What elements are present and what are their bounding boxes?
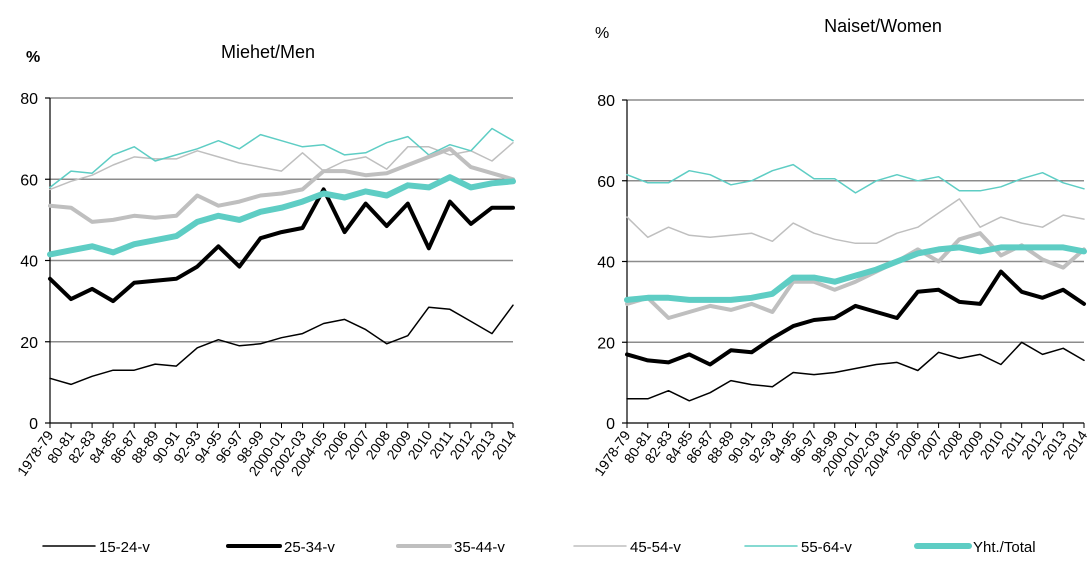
y-tick-label-women: 80 (597, 93, 615, 110)
y-tick-label-men: 20 (20, 335, 38, 352)
series-line-women-25-34-v (625, 269, 1086, 367)
legend-label: 35-44-v (454, 539, 505, 556)
legend: 15-24-v 25-34-v 35-44-v 45-54-v 55-64-v Yht./… (42, 539, 1036, 556)
series-line-women-55-64-v (626, 163, 1085, 194)
y-tick-label-men: 80 (20, 91, 38, 108)
chart-women: % Naiset/Women 0204060801978-7980-8182-8… (591, 16, 1089, 479)
series-line-women-35-44-v (625, 231, 1086, 320)
legend-label: 25-34-v (284, 539, 335, 556)
y-tick-label-men: 40 (20, 254, 38, 271)
y-tick-label-men: 60 (20, 172, 38, 189)
series-line-women-45-54-v (626, 198, 1085, 245)
legend-label: 55-64-v (801, 539, 852, 556)
y-unit-label-women: % (595, 25, 609, 42)
series-line-men-15-24-v (49, 304, 514, 386)
legend-label: Yht./Total (973, 539, 1036, 556)
y-unit-label-men: % (26, 49, 40, 66)
series-line-men-35-44-v (48, 146, 515, 224)
chart-men: % Miehet/Men 0204060801978-7980-8182-838… (14, 42, 520, 479)
series-line-men-45-54-v (49, 141, 514, 191)
chart-title-women: Naiset/Women (824, 16, 942, 36)
legend-label: 45-54-v (630, 539, 681, 556)
chart-title-men: Miehet/Men (221, 42, 315, 62)
legend-label: 15-24-v (99, 539, 150, 556)
series-line-men-yht-total (47, 174, 516, 258)
y-tick-label-women: 0 (606, 416, 615, 433)
y-tick-label-women: 40 (597, 255, 615, 272)
y-tick-label-men: 0 (29, 416, 38, 433)
series-line-women-yht-total (624, 244, 1087, 303)
series-line-men-25-34-v (48, 187, 515, 304)
series-line-women-15-24-v (626, 341, 1085, 402)
y-tick-label-women: 20 (597, 335, 615, 352)
x-tick-label-men: 2014 (488, 427, 519, 462)
series-line-men-55-64-v (49, 127, 514, 189)
y-tick-label-women: 60 (597, 174, 615, 191)
